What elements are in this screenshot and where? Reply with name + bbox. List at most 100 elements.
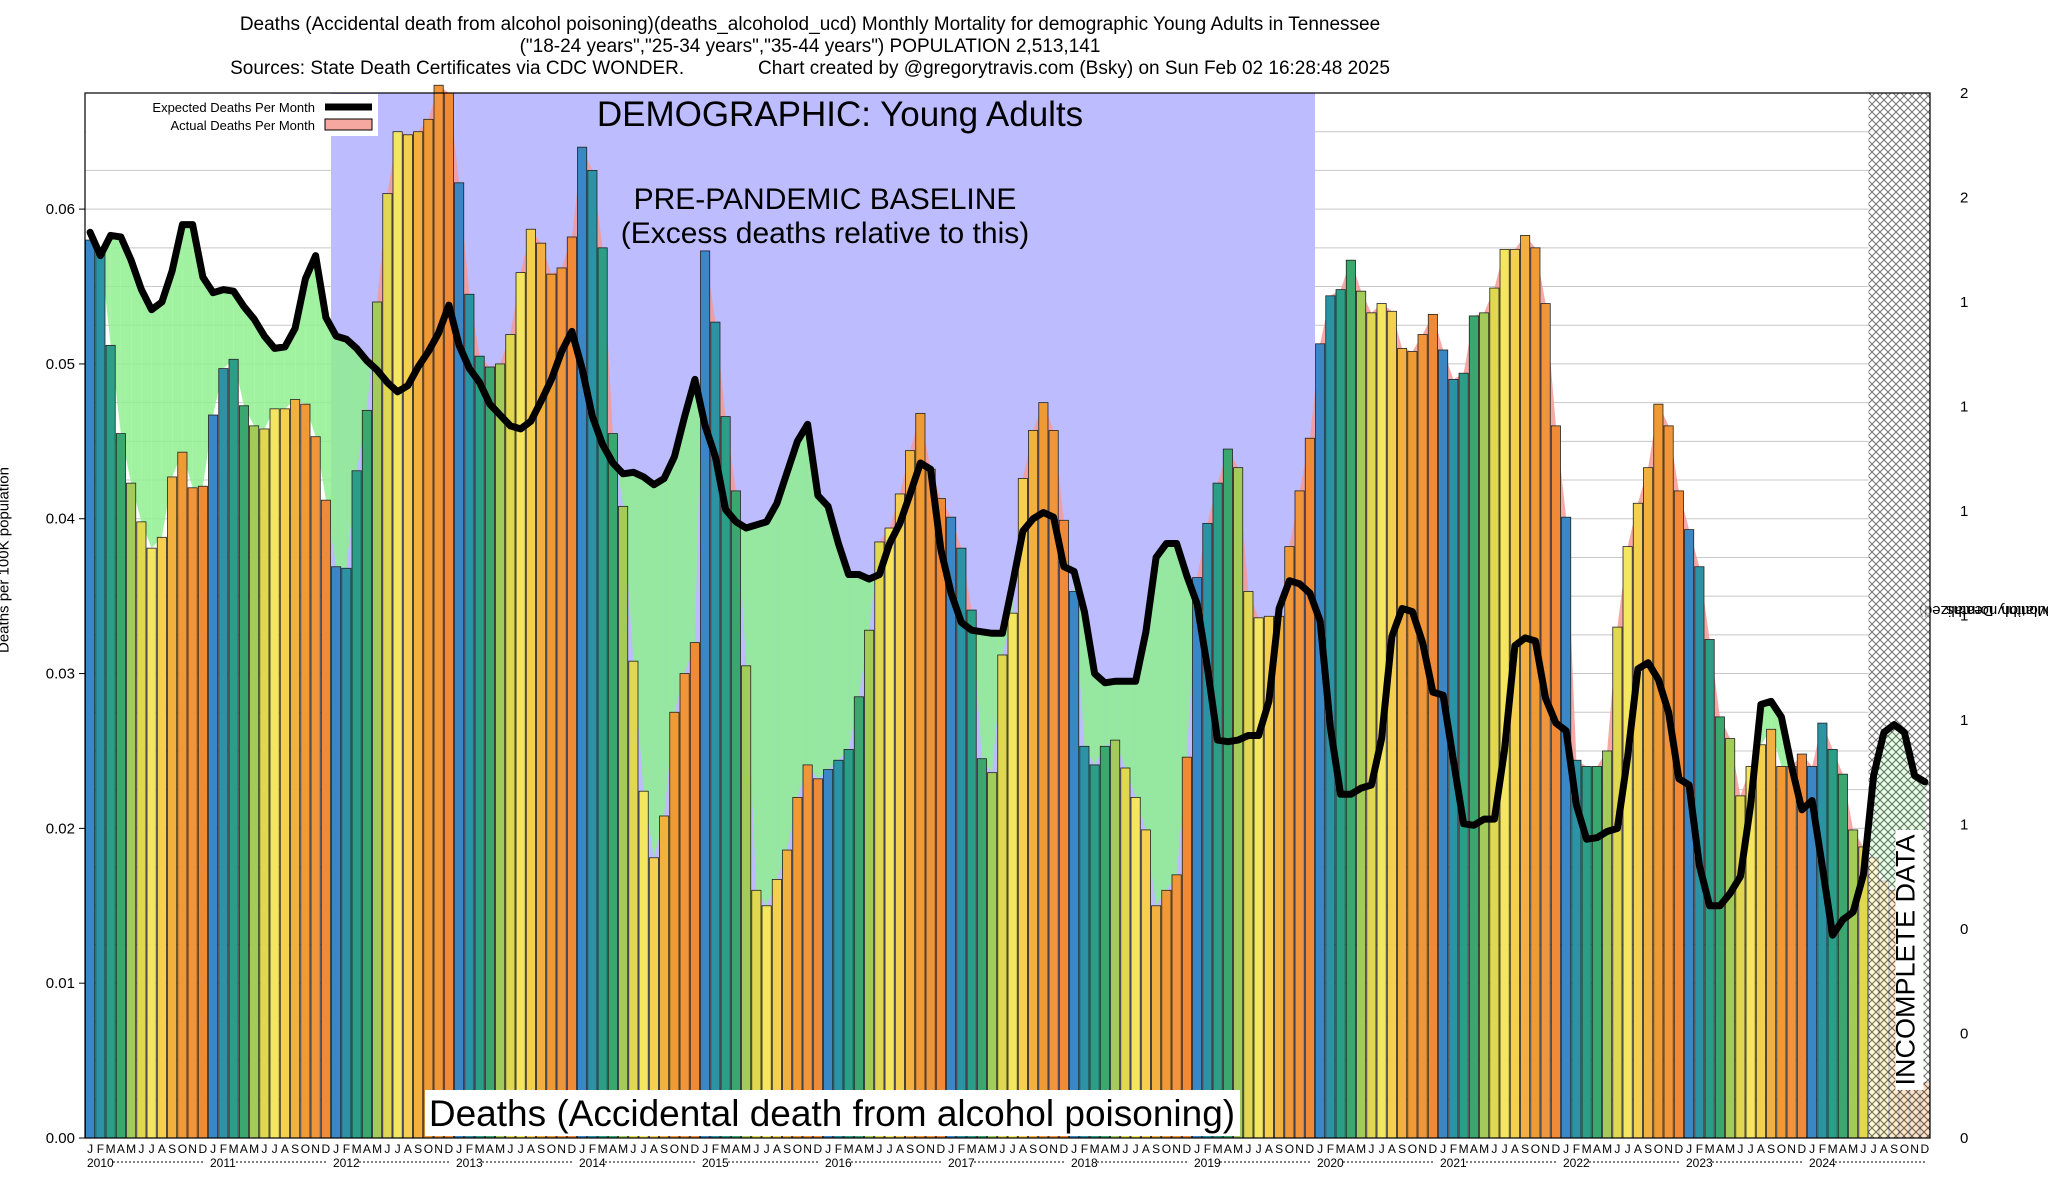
x-month-label: A	[896, 1142, 904, 1156]
x-month-label: O	[1900, 1142, 1909, 1156]
excess-fill	[305, 255, 316, 437]
x-month-label: S	[1521, 1142, 1529, 1156]
x-month-label: D	[445, 1142, 454, 1156]
actual-deaths-bar	[1643, 467, 1654, 1139]
x-year-label: 2015	[702, 1156, 729, 1170]
x-month-label: J	[1737, 1142, 1743, 1156]
actual-deaths-bar	[566, 236, 577, 1139]
excess-fill	[1084, 611, 1095, 765]
actual-deaths-bar	[638, 790, 649, 1139]
actual-deaths-bar	[1786, 766, 1797, 1139]
actual-deaths-bar	[85, 239, 96, 1139]
x-month-label: A	[1634, 1142, 1642, 1156]
actual-deaths-bar	[1253, 617, 1264, 1139]
actual-deaths-bar	[894, 493, 905, 1139]
incomplete-label: INCOMPLETE DATA	[1891, 834, 1921, 1085]
x-month-label: J	[1133, 1142, 1139, 1156]
x-month-label: J	[1686, 1142, 1692, 1156]
x-month-label: J	[1809, 1142, 1815, 1156]
x-month-label: S	[1152, 1142, 1160, 1156]
actual-deaths-bar	[1766, 728, 1777, 1139]
actual-deaths-bar	[300, 403, 311, 1139]
actual-deaths-bar	[1017, 478, 1028, 1139]
excess-fill	[346, 339, 357, 569]
actual-deaths-bar	[1335, 289, 1346, 1139]
baseline-annotation-line2: (Excess deaths relative to this)	[621, 217, 1030, 250]
x-month-label: J	[456, 1142, 462, 1156]
x-month-label: M	[495, 1142, 505, 1156]
x-month-label: O	[670, 1142, 679, 1156]
x-month-label: O	[1039, 1142, 1048, 1156]
actual-deaths-bar	[1776, 766, 1787, 1139]
x-month-label: J	[1368, 1142, 1374, 1156]
actual-deaths-bar	[361, 409, 372, 1139]
excess-fill	[213, 289, 224, 416]
actual-deaths-bar	[546, 273, 557, 1139]
actual-deaths-bar	[1817, 722, 1828, 1139]
actual-deaths-bar	[915, 413, 926, 1139]
excess-fill	[653, 478, 665, 858]
x-month-label: J	[1245, 1142, 1251, 1156]
actual-deaths-bar	[269, 408, 280, 1139]
excess-fill	[776, 472, 788, 880]
x-month-label: M	[721, 1142, 731, 1156]
actual-deaths-bar	[1438, 349, 1449, 1139]
excess-fill	[981, 631, 993, 773]
x-year-label: 2013	[456, 1156, 483, 1170]
x-month-label: J	[261, 1142, 267, 1156]
y-tick-label: 0.05	[46, 356, 75, 373]
x-month-label: J	[1871, 1142, 1877, 1156]
x-month-label: S	[1029, 1142, 1037, 1156]
x-month-label: A	[609, 1142, 617, 1156]
x-month-label: J	[825, 1142, 831, 1156]
excess-fill	[223, 289, 234, 369]
x-month-label: O	[1777, 1142, 1786, 1156]
x-month-label: J	[1860, 1142, 1866, 1156]
actual-deaths-bar	[884, 527, 895, 1139]
y2-tick-label: 0	[1960, 1130, 1968, 1147]
excess-fill	[295, 278, 306, 405]
x-month-label: J	[210, 1142, 216, 1156]
actual-deaths-bar	[792, 797, 803, 1139]
x-month-label: A	[158, 1142, 166, 1156]
x-month-label: A	[1265, 1142, 1273, 1156]
actual-deaths-bar	[259, 428, 270, 1139]
actual-deaths-bar	[290, 399, 301, 1139]
actual-deaths-bar	[833, 759, 844, 1139]
actual-deaths-bar	[208, 414, 219, 1139]
x-month-label: S	[414, 1142, 422, 1156]
x-month-label: F	[1696, 1142, 1703, 1156]
actual-deaths-bar	[413, 131, 424, 1139]
x-month-label: J	[999, 1142, 1005, 1156]
chart-source: Sources: State Death Certificates via CD…	[230, 58, 685, 79]
actual-deaths-bar	[997, 654, 1008, 1139]
actual-deaths-bar	[925, 468, 936, 1139]
excess-fill	[1145, 557, 1157, 906]
actual-deaths-bar	[392, 131, 403, 1139]
actual-deaths-bar	[1099, 745, 1110, 1139]
x-month-label: S	[537, 1142, 545, 1156]
actual-deaths-bar	[1058, 519, 1069, 1139]
x-month-label: F	[589, 1142, 596, 1156]
excess-fill	[797, 424, 808, 798]
x-month-label: J	[1502, 1142, 1508, 1156]
x-month-label: A	[240, 1142, 248, 1156]
x-month-label: F	[1450, 1142, 1457, 1156]
x-month-label: A	[1470, 1142, 1478, 1156]
x-month-label: S	[783, 1142, 791, 1156]
x-month-label: D	[1060, 1142, 1069, 1156]
y-tick-label: 0.01	[46, 975, 75, 992]
x-month-label: O	[1285, 1142, 1294, 1156]
actual-deaths-bar	[1591, 766, 1602, 1139]
bottom-label-background	[425, 1090, 1240, 1136]
legend-label-actual: Actual Deaths Per Month	[170, 118, 315, 133]
x-month-label: A	[117, 1142, 125, 1156]
actual-deaths-bar	[864, 629, 875, 1139]
actual-deaths-bar	[679, 673, 690, 1139]
x-year-label: 2016	[825, 1156, 852, 1170]
excess-fill	[787, 441, 798, 851]
actual-deaths-bar	[618, 505, 629, 1139]
excess-fill	[766, 503, 777, 906]
x-month-label: D	[199, 1142, 208, 1156]
